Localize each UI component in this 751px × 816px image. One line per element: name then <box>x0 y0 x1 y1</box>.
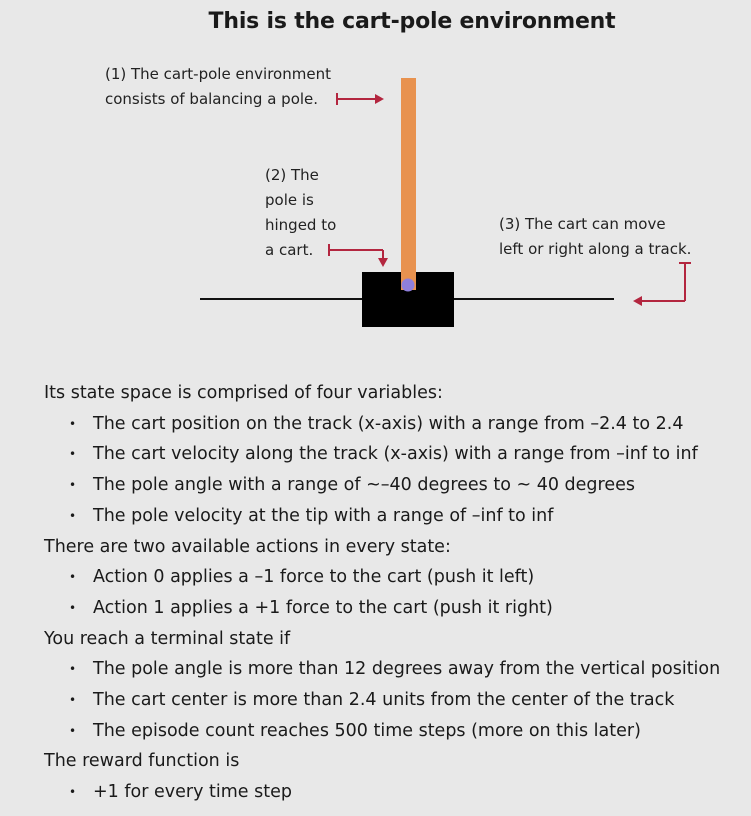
annotation-3-line-1: (3) The cart can move <box>499 215 666 233</box>
page-title: This is the cart-pole environment <box>208 9 616 34</box>
annotation-1-arrow <box>336 93 376 105</box>
annotation-2-line-1: (2) The <box>265 166 319 184</box>
list-item: The pole velocity at the tip with a rang… <box>69 501 744 532</box>
pole <box>401 78 416 290</box>
annotation-2-line-3: hinged to <box>265 216 336 234</box>
annotation-2-arrow <box>328 244 384 259</box>
reward-list: +1 for every time step <box>44 777 744 808</box>
hinge-joint <box>401 278 415 292</box>
list-item: The pole angle with a range of ~–40 degr… <box>69 470 744 501</box>
list-item: The episode count reaches 500 time steps… <box>69 716 744 747</box>
state-space-heading: Its state space is comprised of four var… <box>44 383 443 403</box>
list-item: The cart position on the track (x-axis) … <box>69 409 744 440</box>
annotation-2-line-2: pole is <box>265 191 314 209</box>
annotation-2-line-4: a cart. <box>265 241 313 259</box>
description-content: Its state space is comprised of four var… <box>44 378 744 808</box>
list-item: The pole angle is more than 12 degrees a… <box>69 654 744 685</box>
annotation-3-line-2: left or right along a track. <box>499 240 691 258</box>
reward-heading: The reward function is <box>44 751 240 772</box>
list-item: Action 1 applies a +1 force to the cart … <box>69 593 744 624</box>
cart-pole-diagram: (1) The cart-pole environment consists o… <box>105 65 691 327</box>
annotation-3-arrowhead <box>633 296 642 306</box>
actions-list: Action 0 applies a –1 force to the cart … <box>44 562 744 623</box>
terminal-state-heading: You reach a terminal state if <box>44 628 291 649</box>
annotation-2-arrowhead <box>378 258 388 267</box>
state-space-list: The cart position on the track (x-axis) … <box>44 409 744 532</box>
list-item: The cart center is more than 2.4 units f… <box>69 685 744 716</box>
annotation-1-arrowhead <box>375 94 384 104</box>
list-item: +1 for every time step <box>69 777 744 808</box>
annotation-3-arrow <box>641 262 691 302</box>
list-item: Action 0 applies a –1 force to the cart … <box>69 562 744 593</box>
terminal-state-list: The pole angle is more than 12 degrees a… <box>44 654 744 746</box>
annotation-1-line-2: consists of balancing a pole. <box>105 90 318 108</box>
annotation-1-line-1: (1) The cart-pole environment <box>105 65 331 83</box>
list-item: The cart velocity along the track (x-axi… <box>69 439 744 470</box>
actions-heading: There are two available actions in every… <box>44 536 451 557</box>
